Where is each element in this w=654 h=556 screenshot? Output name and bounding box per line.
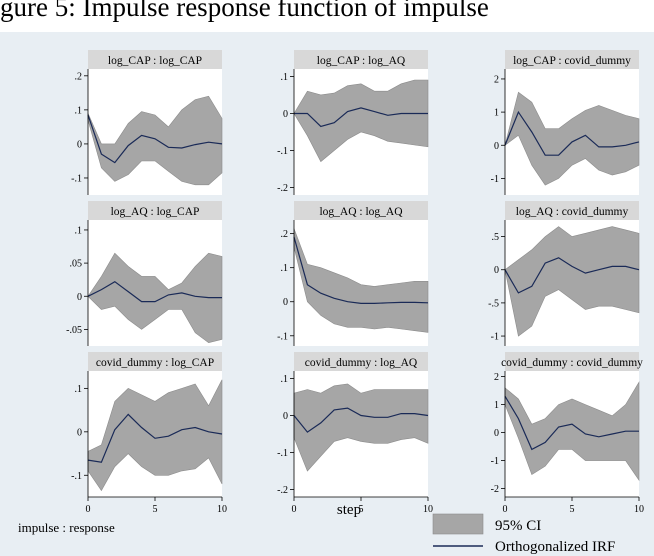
irf-panel: log_CAP : covid_dummy 2 1 0 -1 [491, 50, 640, 195]
legend-irf-label: Orthogonalized IRF [495, 539, 615, 555]
panel-title: covid_dummy : covid_dummy [501, 357, 643, 369]
y-tick-label: .1 [75, 384, 83, 395]
y-tick-label: .1 [281, 374, 289, 385]
ci-band [504, 226, 640, 337]
ci-band [87, 379, 223, 492]
irf-panel: log_CAP : log_AQ .1 0 -.1 -.2 [277, 50, 429, 195]
legend-ci-swatch [432, 513, 484, 535]
y-tick-label: .1 [281, 72, 289, 83]
panel-title-strip [294, 50, 428, 69]
irf-line [293, 236, 429, 304]
irf-line [504, 257, 640, 294]
panel-title: log_CAP : log_AQ [317, 55, 406, 67]
panel-title: log_AQ : covid_dummy [516, 206, 629, 218]
panel-title: covid_dummy : log_AQ [305, 357, 418, 369]
y-tick-label: -1 [491, 456, 499, 467]
irf-line [294, 107, 428, 128]
y-tick-label: -.1 [277, 331, 288, 342]
ci-band [87, 95, 223, 186]
y-tick-label: -2 [491, 484, 499, 495]
panel-title-strip [505, 201, 639, 220]
panel-title-strip [88, 50, 222, 69]
ci-band [504, 381, 640, 482]
y-tick-label: -.1 [71, 173, 82, 184]
y-tick-label: 0 [494, 428, 499, 439]
panel-title-strip [88, 201, 222, 220]
panel-title-strip [505, 352, 639, 371]
x-tick-label: 0 [503, 504, 508, 515]
irf-line [87, 114, 223, 164]
x-tick-label: 0 [86, 504, 91, 515]
y-tick-label: 2 [494, 372, 499, 383]
y-tick-label: -.5 [488, 298, 499, 309]
y-tick-label: .1 [75, 105, 83, 116]
ci-band [293, 383, 429, 472]
x-axis-title: step [337, 502, 361, 518]
x-tick-label: 10 [634, 504, 644, 515]
irf-panel: log_AQ : log_CAP .1 .05 0 -.05 [66, 201, 223, 346]
y-tick-label: 0 [283, 109, 288, 120]
panel-title: log_CAP : log_CAP [108, 55, 202, 67]
y-tick-label: .2 [281, 229, 289, 240]
panel-title-strip [88, 352, 222, 371]
x-tick-label: 10 [217, 504, 227, 515]
y-tick-label: .2 [75, 71, 83, 82]
y-tick-label: -.2 [277, 485, 288, 496]
irf-panel: covid_dummy : log_AQ .1 0 -.1 -.2 0 5 10 [277, 352, 433, 515]
irf-panel: log_CAP : log_CAP .2 .1 0 -.1 [71, 50, 223, 195]
irf-panel: log_AQ : log_AQ .2 .1 0 -.1 [277, 201, 429, 346]
panel-title: covid_dummy : log_CAP [96, 357, 214, 369]
caption-strip: gure 5: Impulse response function of imp… [0, 0, 654, 32]
y-tick-label: -.1 [71, 471, 82, 482]
y-tick-label: -.1 [277, 448, 288, 459]
y-tick-label: .1 [75, 225, 83, 236]
layout-note: impulse : response [18, 520, 115, 535]
irf-panel: log_AQ : covid_dummy .5 0 -.5 -1 [488, 201, 640, 346]
figure-caption: gure 5: Impulse response function of imp… [0, 0, 489, 22]
panel-title: log_AQ : log_CAP [111, 206, 200, 218]
y-tick-label: -1 [491, 332, 499, 343]
y-tick-label: 2 [494, 74, 499, 85]
x-tick-label: 0 [292, 504, 297, 515]
irf-line [87, 280, 222, 303]
irf-line [504, 110, 640, 156]
legend: 95% CI Orthogonalized IRF [432, 513, 615, 555]
legend-ci-label: 95% CI [495, 518, 541, 534]
x-tick-label: 5 [570, 504, 575, 515]
y-tick-label: 0 [77, 292, 82, 303]
panel-title: log_CAP : covid_dummy [513, 55, 631, 67]
y-tick-label: 0 [494, 141, 499, 152]
y-tick-label: 0 [494, 265, 499, 276]
y-tick-label: -.05 [66, 325, 82, 336]
panel-title-strip [294, 201, 428, 220]
y-tick-label: -1 [491, 174, 499, 185]
panel-title-strip [294, 352, 428, 371]
y-tick-label: 1 [494, 108, 499, 119]
y-tick-label: 0 [283, 297, 288, 308]
y-tick-label: 1 [494, 400, 499, 411]
y-tick-label: 0 [283, 411, 288, 422]
panel-title: log_AQ : log_AQ [319, 206, 403, 218]
x-tick-label: 5 [359, 504, 364, 515]
y-tick-label: -.2 [277, 183, 288, 194]
irf-line [293, 407, 429, 433]
irf-line [504, 395, 639, 451]
y-tick-label: .1 [281, 263, 289, 274]
y-tick-label: .05 [70, 259, 83, 270]
ci-band [293, 228, 429, 333]
y-tick-label: -.1 [277, 146, 288, 157]
irf-panel: covid_dummy : log_CAP .1 0 -.1 0 5 10 [71, 352, 227, 515]
y-tick-label: 0 [77, 427, 82, 438]
irf-line [87, 413, 223, 463]
y-tick-label: .5 [492, 232, 500, 243]
panel-title-strip [505, 50, 639, 69]
y-tick-label: 0 [77, 139, 82, 150]
x-tick-label: 10 [423, 504, 433, 515]
x-tick-label: 5 [153, 504, 158, 515]
